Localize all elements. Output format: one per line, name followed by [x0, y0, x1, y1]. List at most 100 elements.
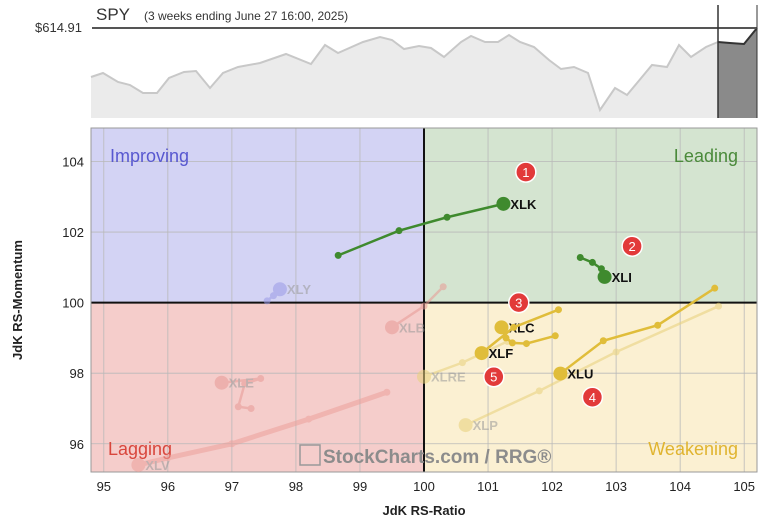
quadrant-label-lagging: Lagging — [108, 439, 172, 459]
series-xlc: XLC — [494, 320, 559, 348]
x-tick-label: 96 — [161, 479, 175, 494]
badge-number: 1 — [522, 165, 529, 180]
quadrant-improving — [91, 128, 424, 303]
trail-point — [711, 284, 719, 292]
head-point — [494, 320, 509, 335]
x-tick-label: 101 — [477, 479, 499, 494]
annotation-badge: 5 — [483, 365, 505, 388]
x-tick-label: 95 — [97, 479, 111, 494]
symbol-label: XLB — [399, 320, 425, 335]
y-tick-label: 98 — [70, 366, 84, 381]
x-axis-label: JdK RS-Ratio — [382, 503, 465, 518]
head-point — [384, 320, 399, 335]
sparkline-line — [90, 33, 719, 113]
trail-point — [654, 321, 662, 329]
trail-point — [522, 340, 530, 348]
trail-point — [420, 302, 428, 310]
watermark: StockCharts.com / RRG® — [299, 444, 551, 468]
trail-point — [458, 359, 466, 367]
symbol-label: XLRE — [431, 370, 466, 385]
y-axis-label: JdK RS-Momentum — [10, 240, 25, 360]
trail-point — [510, 323, 518, 331]
badge-circle — [515, 161, 537, 183]
trail-xlu — [559, 286, 716, 375]
x-tick-label: 103 — [605, 479, 627, 494]
series-xlb: XLB — [384, 283, 447, 335]
spy-period: (3 weeks ending June 27 16:00, 2025) — [144, 9, 348, 23]
sparkline-recent-line — [717, 27, 758, 46]
trail-point — [334, 251, 342, 259]
trail-point — [588, 258, 596, 266]
trail-point — [247, 404, 255, 412]
y-tick-label: 102 — [62, 225, 84, 240]
annotation-badge: 1 — [515, 161, 537, 183]
trail-point — [234, 403, 242, 411]
head-point — [458, 418, 473, 433]
head-point — [597, 269, 612, 284]
trail-point — [508, 339, 516, 347]
x-axis-ticks: 95 96 97 98 99 100 101 102 103 104 105 — [97, 479, 755, 494]
symbol-label: XLC — [508, 320, 535, 335]
x-tick-label: 105 — [733, 479, 755, 494]
head-point — [553, 366, 568, 381]
spy-price: $614.91 — [35, 20, 82, 35]
stockcharts-logo-icon — [299, 444, 321, 466]
badge-number: 4 — [589, 390, 596, 405]
trail-point — [439, 283, 447, 291]
symbol-label: XLY — [287, 282, 311, 297]
spy-symbol: SPY — [96, 5, 130, 24]
y-axis-ticks: 96 98 100 102 104 — [62, 155, 84, 452]
trail-point — [443, 213, 451, 221]
x-tick-label: 99 — [353, 479, 367, 494]
badge-circle — [581, 386, 604, 408]
trail-point — [576, 253, 584, 261]
x-tick-label: 100 — [413, 479, 435, 494]
y-tick-label: 104 — [62, 155, 84, 170]
series-xlp: XLP — [458, 302, 723, 433]
trail-point — [257, 375, 265, 383]
trail-point — [715, 302, 723, 310]
y-tick-label: 96 — [70, 437, 84, 452]
x-tick-label: 102 — [541, 479, 563, 494]
symbol-label: XLV — [145, 458, 170, 473]
symbol-label: XLU — [567, 367, 593, 382]
trail-point — [164, 454, 172, 462]
y-tick-label: 100 — [62, 296, 84, 311]
symbol-label: XLF — [489, 346, 514, 361]
head-point — [214, 375, 229, 390]
series-xlu: XLU — [553, 284, 719, 382]
trail-xlk — [336, 202, 505, 257]
symbol-label: XLE — [229, 376, 255, 391]
badge-number: 2 — [629, 239, 636, 254]
trail-point — [305, 415, 313, 423]
quadrant-leading — [424, 128, 757, 303]
trail-point — [263, 297, 271, 305]
head-point — [417, 369, 431, 384]
head-point — [496, 196, 511, 211]
badge-circle — [621, 235, 643, 257]
head-point — [474, 346, 489, 361]
x-tick-label: 104 — [669, 479, 691, 494]
sparkline-area — [91, 35, 718, 118]
symbol-label: XLI — [612, 270, 632, 285]
trail-point — [535, 387, 543, 395]
sparkline-recent-area — [718, 28, 757, 118]
badge-number: 5 — [490, 370, 497, 385]
head-point — [272, 282, 287, 297]
plot-border — [90, 127, 758, 473]
annotation-badge: 2 — [621, 235, 643, 257]
trail-point — [554, 306, 562, 314]
series-xlre: XLRE — [417, 337, 511, 385]
trail-point — [383, 388, 391, 396]
watermark-text: StockCharts.com / RRG® — [323, 447, 551, 468]
symbol-label: XLP — [473, 418, 499, 433]
badge-circle — [483, 365, 505, 388]
trail-point — [551, 332, 559, 340]
quadrant-label-leading: Leading — [674, 146, 738, 166]
series-xli: XLI — [576, 253, 632, 285]
series-xlf: XLF — [474, 306, 562, 361]
annotation-badge: 4 — [581, 386, 604, 408]
series-xle: XLE — [214, 375, 265, 412]
quadrant-label-improving: Improving — [110, 146, 189, 166]
